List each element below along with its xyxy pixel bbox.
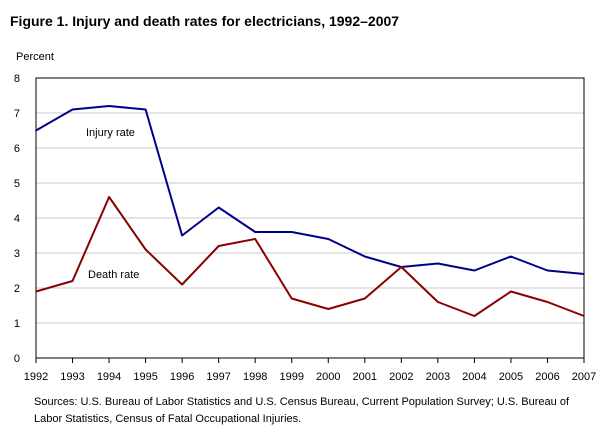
data-point: [473, 269, 476, 272]
x-tick-label: 1992: [24, 371, 48, 383]
data-point: [364, 297, 366, 300]
x-tick-label: 1998: [243, 371, 267, 383]
x-tick-label: 2001: [353, 371, 377, 383]
x-tick-label: 1995: [133, 371, 157, 383]
y-axis-label: Percent: [16, 51, 54, 63]
data-point: [35, 129, 37, 132]
data-point: [108, 196, 110, 198]
data-point: [546, 301, 549, 303]
y-tick-label: 3: [14, 248, 20, 260]
x-tick-label: 2006: [535, 371, 559, 383]
x-tick-label: 2005: [499, 371, 523, 383]
x-tick-label: 1993: [60, 371, 84, 383]
y-tick-label: 8: [14, 73, 20, 85]
data-point: [254, 231, 256, 233]
data-point: [327, 308, 330, 310]
x-tick-label: 2002: [389, 371, 413, 383]
data-point: [144, 248, 147, 251]
data-point: [290, 297, 293, 300]
data-point: [217, 206, 220, 209]
data-point: [71, 108, 74, 111]
data-point: [437, 301, 439, 303]
data-point: [473, 315, 476, 317]
data-point: [71, 280, 74, 282]
data-point: [254, 238, 256, 240]
data-point: [583, 273, 585, 275]
y-tick-label: 1: [14, 318, 20, 330]
data-point: [364, 255, 366, 258]
x-tick-label: 1997: [206, 371, 230, 383]
x-tick-label: 2000: [316, 371, 340, 383]
data-point: [400, 266, 403, 268]
y-tick-label: 4: [14, 213, 20, 225]
data-point: [510, 255, 512, 258]
data-point: [290, 231, 293, 233]
data-point: [217, 245, 220, 247]
chart-title: Figure 1. Injury and death rates for ele…: [10, 13, 400, 29]
x-tick-label: 1994: [97, 371, 121, 383]
data-point: [144, 108, 147, 111]
data-point: [35, 290, 37, 293]
y-tick-label: 6: [14, 143, 20, 155]
x-tick-label: 2007: [572, 371, 596, 383]
data-point: [181, 283, 183, 286]
data-point: [546, 269, 549, 272]
source-note: Sources: U.S. Bureau of Labor Statistics…: [34, 396, 569, 425]
series-line-injury-rate: [35, 105, 585, 275]
x-tick-label: 2003: [426, 371, 450, 383]
y-tick-label: 2: [14, 283, 20, 295]
series-label: Death rate: [88, 269, 139, 281]
x-tick-label: 1996: [170, 371, 194, 383]
series-label: Injury rate: [86, 127, 135, 139]
data-point: [108, 105, 110, 107]
data-point: [181, 234, 183, 237]
series-line-death-rate: [35, 196, 585, 317]
y-tick-label: 0: [14, 353, 20, 365]
data-point: [437, 262, 439, 265]
y-tick-label: 5: [14, 178, 20, 190]
plot-frame: [35, 77, 585, 359]
y-tick-label: 7: [14, 108, 20, 120]
data-point: [327, 238, 330, 240]
x-tick-label: 2004: [462, 371, 486, 383]
data-point: [583, 315, 585, 317]
x-tick-label: 1999: [279, 371, 303, 383]
data-point: [510, 290, 512, 293]
